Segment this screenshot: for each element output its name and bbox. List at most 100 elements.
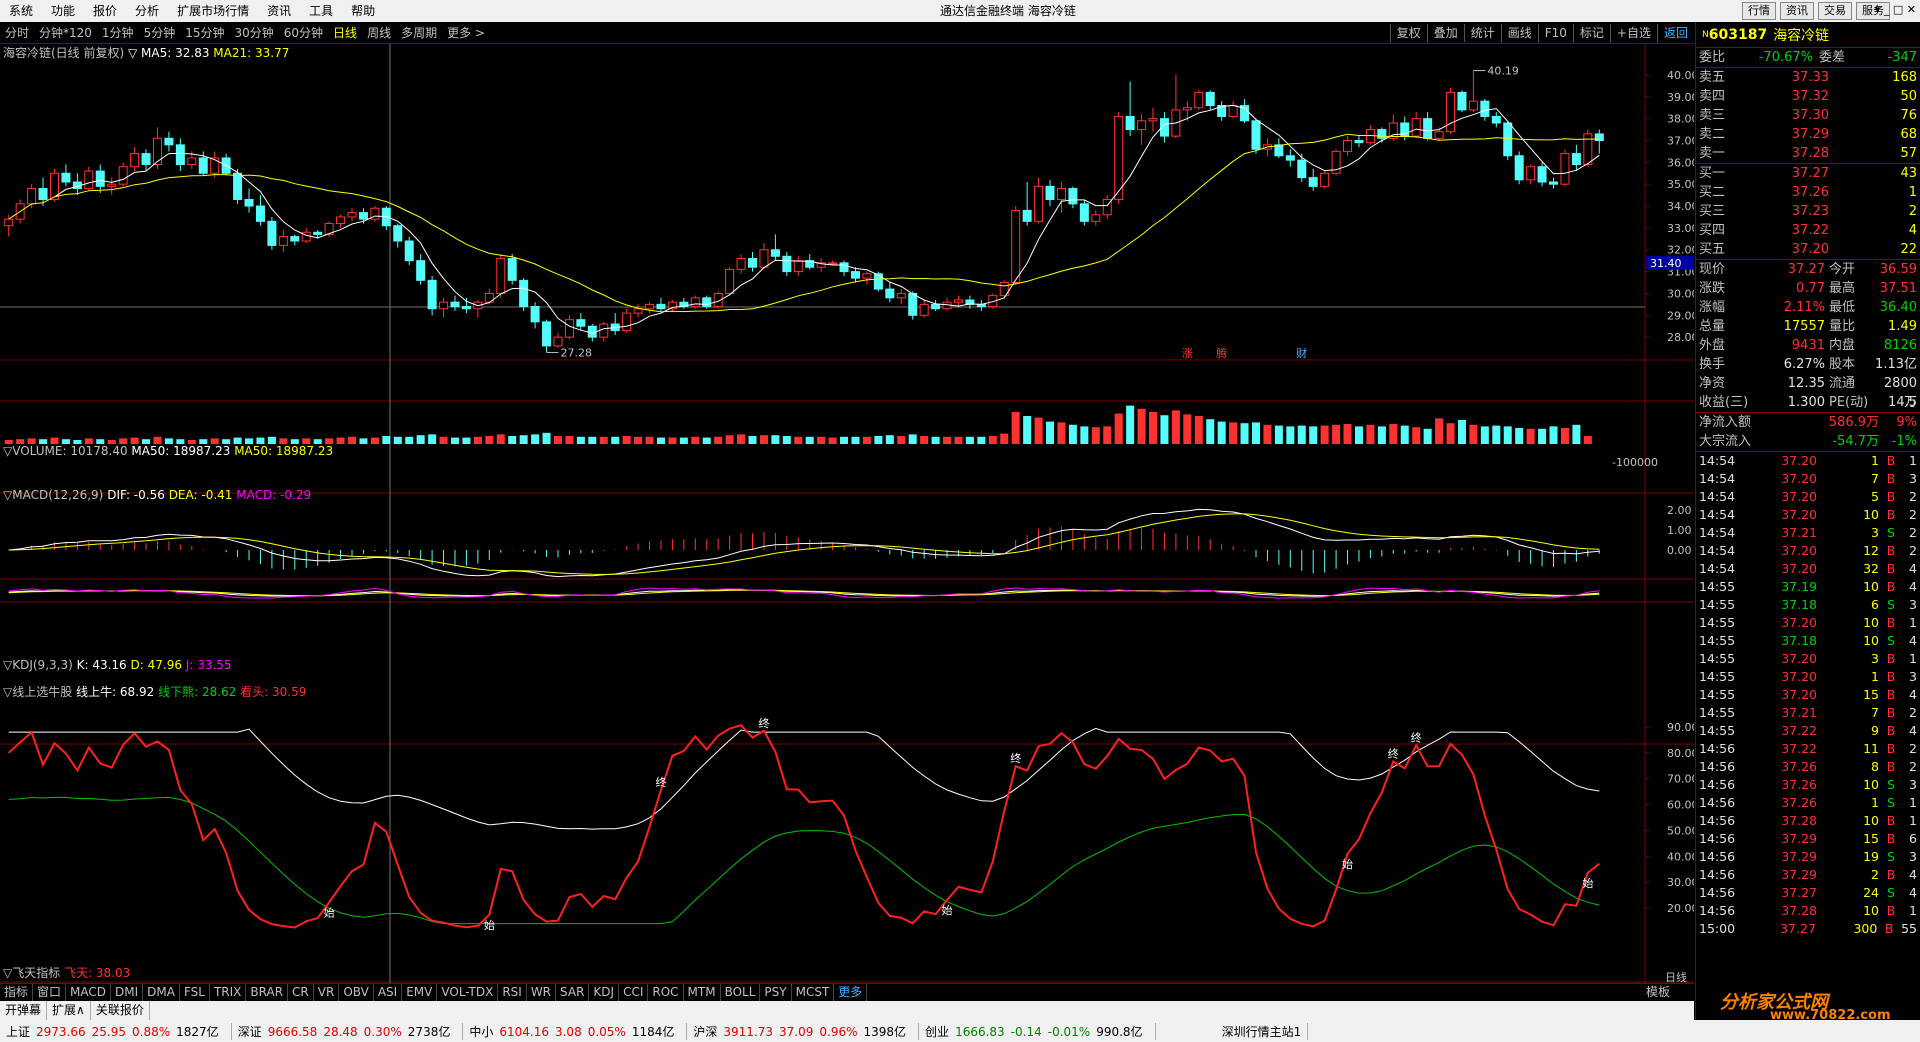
- tab-roc[interactable]: ROC: [648, 984, 684, 1001]
- candle: [1503, 120, 1513, 161]
- template-button[interactable]: 模板: [1645, 985, 1670, 999]
- tab-obv[interactable]: OBV: [339, 984, 374, 1001]
- tab-dmi[interactable]: DMI: [111, 984, 144, 1001]
- tab-vol-tdx[interactable]: VOL-TDX: [437, 984, 499, 1001]
- ft-a: 飞天: 38.03: [64, 966, 130, 980]
- tab-more[interactable]: 更多: [834, 984, 868, 1001]
- window-controls[interactable]: ▾ _ □ ✕: [1874, 3, 1916, 16]
- period-60min[interactable]: 60分钟: [283, 26, 324, 40]
- period-15min[interactable]: 15分钟: [185, 26, 225, 40]
- candle: [1320, 171, 1330, 189]
- tool-draw[interactable]: 画线: [1500, 24, 1538, 42]
- volume-bar: [1137, 408, 1146, 444]
- menu-system[interactable]: 系统: [9, 4, 34, 18]
- candle-body: [953, 299, 963, 303]
- status-bar: 上证 2973.66 25.95 0.88% 1827亿 深证 9666.58 28.48 0.…: [0, 1020, 1920, 1042]
- candle-body: [1137, 120, 1147, 131]
- info-button[interactable]: 资讯: [1780, 2, 1814, 20]
- volume-bar: [611, 436, 620, 444]
- period-week[interactable]: 周线: [367, 26, 392, 40]
- trade-button[interactable]: 交易: [1818, 2, 1852, 20]
- candle-body: [816, 262, 826, 268]
- volume-bar: [1080, 426, 1089, 444]
- tab-window[interactable]: 窗口: [33, 984, 67, 1001]
- candle-body: [358, 212, 368, 220]
- index-quote[interactable]: 深证 9666.58 28.48 0.30% 2738亿: [232, 1022, 464, 1040]
- index-n: 中小: [469, 1024, 494, 1039]
- tool-stats[interactable]: 统计: [1463, 24, 1501, 42]
- candle: [1274, 138, 1284, 158]
- candle: [736, 254, 746, 274]
- tool-add-watch[interactable]: +自选: [1609, 24, 1657, 42]
- index-quote[interactable]: 沪深 3911.73 37.09 0.96% 1398亿: [687, 1022, 920, 1040]
- tab-boll[interactable]: BOLL: [721, 984, 761, 1001]
- price-tick-label: 35.00: [1667, 178, 1694, 191]
- index-quote[interactable]: 中小 6104.16 3.08 0.05% 1184亿: [463, 1022, 688, 1040]
- menu-function[interactable]: 功能: [51, 4, 76, 18]
- tick-price: 37.29: [1781, 831, 1817, 846]
- tick-list[interactable]: 14:54 37.20 1 B 1 14:54 37.20 7 B 3 14:54 37.20 5 B 2 1…: [1696, 451, 1920, 938]
- index-quote[interactable]: 上证 2973.66 25.95 0.88% 1827亿: [0, 1022, 232, 1040]
- tab-trix[interactable]: TRIX: [210, 984, 247, 1001]
- candle: [1526, 164, 1536, 185]
- related-quote-button[interactable]: 关联报价: [91, 1001, 150, 1020]
- tool-f10[interactable]: F10: [1537, 24, 1573, 42]
- tick-time: 14:56: [1699, 903, 1736, 918]
- candle: [370, 206, 380, 222]
- menu-tools[interactable]: 工具: [309, 4, 334, 18]
- candle-body: [1308, 177, 1318, 187]
- tab-psy[interactable]: PSY: [760, 984, 792, 1001]
- tab-brar[interactable]: BRAR: [246, 984, 289, 1001]
- period-1min[interactable]: 1分钟: [101, 26, 134, 40]
- period-multi[interactable]: 多周期: [401, 26, 438, 40]
- tool-fuquan[interactable]: 复权: [1389, 24, 1427, 42]
- menu-ext-market[interactable]: 扩展市场行情: [177, 4, 250, 18]
- menu-info[interactable]: 资讯: [267, 4, 292, 18]
- macd-legend: ▽MACD(12,26,9): [3, 488, 103, 502]
- period-120min[interactable]: 分钟*120: [39, 26, 92, 40]
- tab-mcst[interactable]: MCST: [792, 984, 835, 1001]
- tab-asi[interactable]: ASI: [374, 984, 403, 1001]
- period-fenshi[interactable]: 分时: [5, 26, 30, 40]
- tab-rsi[interactable]: RSI: [498, 984, 527, 1001]
- tab-cr[interactable]: CR: [288, 984, 314, 1001]
- price-tick-label: 37.00: [1667, 134, 1694, 147]
- menu-help[interactable]: 帮助: [351, 4, 376, 18]
- server-status[interactable]: 深圳行情主站1: [1216, 1022, 1309, 1040]
- tool-back[interactable]: 返回: [1656, 24, 1694, 42]
- period-5min[interactable]: 5分钟: [143, 26, 176, 40]
- candle-body: [27, 188, 37, 205]
- main-legend-title: 海容冷链(日线 前复权): [3, 45, 124, 60]
- quote-label: 净资: [1699, 376, 1726, 391]
- tab-wr[interactable]: WR: [527, 984, 557, 1001]
- tab-fsl[interactable]: FSL: [180, 984, 210, 1001]
- tab-dma[interactable]: DMA: [143, 984, 180, 1001]
- tab-kdj[interactable]: KDJ: [589, 984, 620, 1001]
- tab-mtm[interactable]: MTM: [684, 984, 721, 1001]
- menu-quote[interactable]: 报价: [93, 4, 118, 18]
- period-30min[interactable]: 30分钟: [234, 26, 274, 40]
- tab-vr[interactable]: VR: [314, 984, 340, 1001]
- service-button[interactable]: 服务: [1856, 2, 1890, 20]
- danmu-button[interactable]: 开弹幕: [0, 1001, 48, 1020]
- tab-macd[interactable]: MACD: [66, 984, 112, 1001]
- candle-body: [1549, 181, 1559, 185]
- expand-button[interactable]: 扩展∧: [47, 1001, 91, 1020]
- tick-price: 37.18: [1781, 633, 1817, 648]
- tick-price: 37.20: [1781, 687, 1817, 702]
- tab-indicator[interactable]: 指标: [0, 984, 34, 1001]
- candle: [38, 177, 48, 207]
- volume-bar: [634, 436, 643, 444]
- candle: [1468, 70, 1478, 113]
- index-quote[interactable]: 创业 1666.83 -0.14 -0.01% 990.8亿: [919, 1022, 1156, 1040]
- period-day[interactable]: 日线: [333, 26, 358, 40]
- tool-mark[interactable]: 标记: [1572, 24, 1610, 42]
- tool-overlay[interactable]: 叠加: [1426, 24, 1464, 42]
- tab-sar[interactable]: SAR: [556, 984, 590, 1001]
- tab-cci[interactable]: CCI: [619, 984, 649, 1001]
- menu-analysis[interactable]: 分析: [135, 4, 160, 18]
- quote-button[interactable]: 行情: [1742, 2, 1776, 20]
- period-more[interactable]: 更多 >: [447, 26, 485, 40]
- kline-chart[interactable]: 40.1927.28 涨腾财 2.001.000.00 始始终终始终始终终始90.…: [0, 44, 1694, 983]
- tab-emv[interactable]: EMV: [402, 984, 438, 1001]
